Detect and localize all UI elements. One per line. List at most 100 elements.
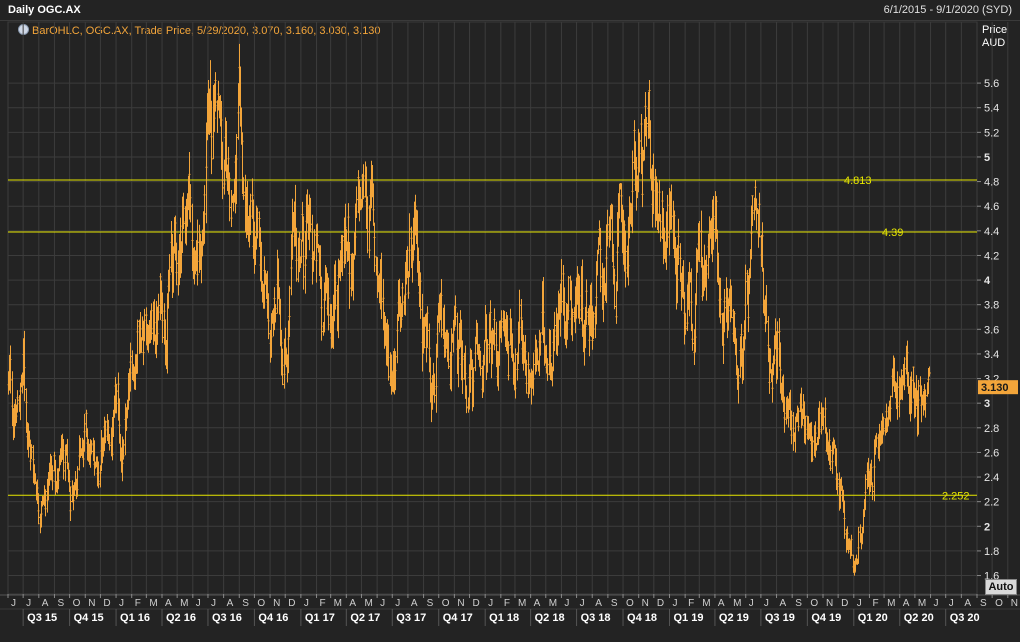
y-tick-label: 2.8 bbox=[984, 423, 999, 435]
horizontal-level-label: 4.813 bbox=[844, 175, 872, 187]
quarter-label[interactable]: Q3 17 bbox=[396, 612, 426, 624]
quarter-label[interactable]: Q4 18 bbox=[627, 612, 657, 624]
ohlc-bar bbox=[90, 440, 93, 454]
ohlc-bar bbox=[910, 371, 913, 414]
price-axis[interactable]: 1.61.822.22.42.62.833.23.43.63.844.24.44… bbox=[977, 78, 999, 583]
ohlc-bar bbox=[578, 292, 581, 324]
ohlc-bar bbox=[638, 136, 641, 173]
ohlc-bar bbox=[500, 310, 503, 343]
quarter-label[interactable]: Q1 19 bbox=[673, 612, 703, 624]
quarter-label[interactable]: Q2 16 bbox=[166, 612, 196, 624]
quarter-label[interactable]: Q3 15 bbox=[27, 612, 57, 624]
ohlc-bar bbox=[313, 229, 316, 261]
quarter-label[interactable]: Q2 17 bbox=[350, 612, 380, 624]
ohlc-bar bbox=[843, 516, 846, 539]
quarter-label[interactable]: Q1 18 bbox=[489, 612, 519, 624]
auto-scale-button[interactable]: Auto bbox=[985, 579, 1017, 595]
ohlc-bar bbox=[122, 439, 125, 458]
month-label: A bbox=[718, 598, 725, 609]
ohlc-bar bbox=[631, 150, 634, 199]
month-label: M bbox=[918, 598, 926, 609]
quarter-label[interactable]: Q1 20 bbox=[858, 612, 888, 624]
ohlc-bar bbox=[182, 192, 185, 229]
month-label: F bbox=[135, 598, 141, 609]
ohlc-bar bbox=[387, 347, 390, 381]
ohlc-bar bbox=[426, 306, 429, 348]
quarter-label[interactable]: Q4 15 bbox=[74, 612, 104, 624]
ohlc-bar bbox=[882, 416, 885, 435]
month-label: M bbox=[149, 598, 157, 609]
y-tick-label: 2.2 bbox=[984, 497, 999, 509]
y-tick-label: 4.8 bbox=[984, 177, 999, 189]
quarter-label[interactable]: Q4 19 bbox=[811, 612, 841, 624]
ohlc-bar bbox=[309, 211, 312, 233]
ohlc-bar bbox=[889, 395, 892, 417]
horizontal-levels[interactable]: 4.813 4.39 2.252 bbox=[8, 175, 977, 502]
price-axis-title: Price AUD bbox=[982, 24, 1007, 50]
ohlc-bar bbox=[440, 278, 443, 338]
quarter-label[interactable]: Q4 17 bbox=[443, 612, 473, 624]
ohlc-bar bbox=[606, 209, 609, 241]
quarter-label[interactable]: Q1 16 bbox=[120, 612, 150, 624]
ohlc-bar bbox=[366, 196, 369, 254]
ohlc-bar bbox=[836, 473, 839, 495]
month-label: A bbox=[595, 598, 602, 609]
price-title: Price bbox=[982, 24, 1008, 36]
ohlc-bar bbox=[486, 339, 489, 346]
y-tick-label: 3 bbox=[984, 398, 990, 410]
quarter-label[interactable]: Q2 20 bbox=[904, 612, 934, 624]
month-label: M bbox=[518, 598, 526, 609]
ohlc-bar bbox=[373, 229, 376, 273]
ohlc-bar bbox=[168, 254, 171, 292]
y-tick-label: 2.4 bbox=[984, 472, 999, 484]
ohlc-bar bbox=[157, 293, 160, 321]
quarter-label[interactable]: Q2 18 bbox=[535, 612, 565, 624]
ohlc-bar bbox=[875, 434, 878, 448]
month-label: N bbox=[826, 598, 833, 609]
y-tick-label: 3.4 bbox=[984, 349, 999, 361]
month-label: J bbox=[196, 598, 201, 609]
quarter-label[interactable]: Q3 18 bbox=[581, 612, 611, 624]
ohlc-bar bbox=[203, 192, 206, 229]
ohlc-bar bbox=[380, 288, 383, 319]
ohlc-bar bbox=[567, 275, 570, 316]
ohlc-bar bbox=[249, 193, 252, 225]
month-label: N bbox=[88, 598, 95, 609]
quarter-label[interactable]: Q3 20 bbox=[950, 612, 980, 624]
ohlc-bar bbox=[811, 436, 814, 462]
month-label: A bbox=[227, 598, 234, 609]
ohlc-bar bbox=[281, 348, 284, 386]
month-label: S bbox=[427, 598, 434, 609]
ohlc-bar bbox=[267, 314, 270, 340]
ohlc-bar bbox=[210, 136, 213, 175]
month-label: S bbox=[57, 598, 64, 609]
month-label: O bbox=[995, 598, 1003, 609]
ohlc-bar bbox=[571, 309, 574, 324]
month-label: S bbox=[980, 598, 987, 609]
quarter-label[interactable]: Q3 16 bbox=[212, 612, 242, 624]
ohlc-bar bbox=[62, 438, 65, 480]
y-tick-label: 4 bbox=[984, 275, 991, 287]
quarter-label[interactable]: Q3 19 bbox=[765, 612, 795, 624]
last-price-box bbox=[978, 380, 1018, 395]
month-label: M bbox=[364, 598, 372, 609]
y-tick-label: 5 bbox=[984, 152, 990, 164]
ohlc-bar bbox=[525, 377, 528, 394]
last-price-label: 3.130 bbox=[981, 382, 1009, 394]
ohlc-bar bbox=[818, 408, 821, 439]
ohlc-bar bbox=[719, 294, 722, 320]
quarter-label[interactable]: Q4 16 bbox=[258, 612, 288, 624]
quarter-label[interactable]: Q1 17 bbox=[305, 612, 335, 624]
ohlc-bar bbox=[776, 321, 779, 350]
month-label: A bbox=[165, 598, 172, 609]
quarter-label[interactable]: Q2 19 bbox=[719, 612, 749, 624]
ohlc-bar bbox=[37, 506, 40, 525]
month-label: A bbox=[964, 598, 971, 609]
ohlc-bar bbox=[592, 312, 595, 339]
month-label: O bbox=[73, 598, 81, 609]
ohlc-bar bbox=[822, 407, 825, 430]
ohlc-bar bbox=[76, 466, 79, 496]
